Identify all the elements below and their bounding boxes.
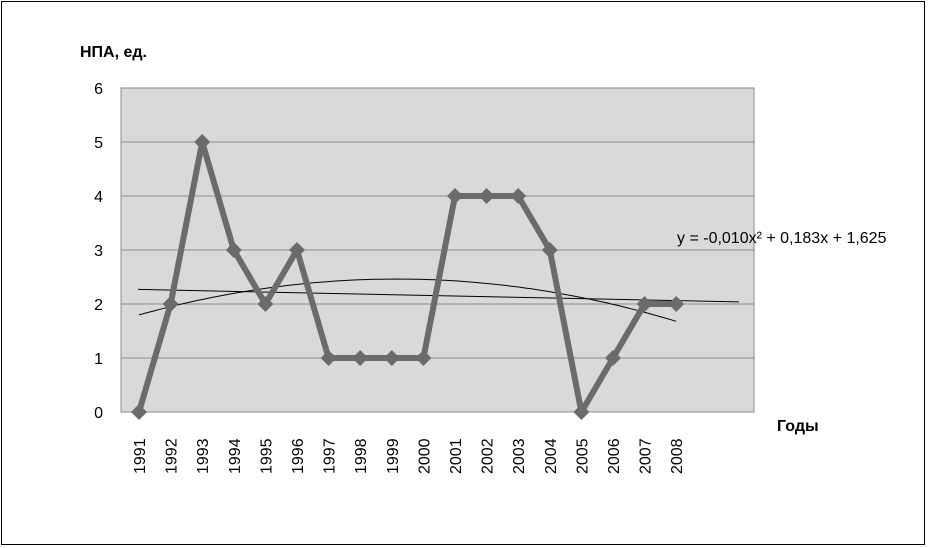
x-tick-labels: 1991 1992 1993 1994 1995 1996 1997 1998 1999 2000…	[132, 438, 686, 474]
x-tick-1994: 1994	[227, 438, 244, 474]
series-line	[131, 134, 685, 420]
x-tick-2000: 2000	[416, 438, 433, 474]
x-tick-2003: 2003	[511, 438, 528, 474]
x-tick-1992: 1992	[164, 438, 181, 474]
x-tick-1993: 1993	[195, 438, 212, 474]
point-1998	[352, 350, 369, 366]
point-1997	[320, 350, 337, 366]
x-tick-2006: 2006	[606, 438, 623, 474]
y-tick-labels: 0 1 2 3 4 5 6	[94, 81, 103, 422]
x-tick-2005: 2005	[574, 438, 591, 474]
y-tick-4: 4	[94, 189, 103, 206]
point-1999	[383, 350, 400, 366]
y-tick-5: 5	[94, 135, 103, 152]
x-tick-2008: 2008	[669, 438, 686, 474]
point-1991	[131, 404, 147, 420]
polynomial-trendline	[138, 278, 677, 322]
point-2005	[573, 404, 590, 420]
point-1995	[257, 296, 274, 312]
x-tick-1997: 1997	[322, 438, 339, 474]
x-tick-2001: 2001	[448, 438, 465, 474]
x-tick-1996: 1996	[290, 438, 307, 474]
y-tick-3: 3	[94, 243, 103, 260]
trendline-equation: y = -0,010x² + 0,183x + 1,625	[677, 230, 887, 247]
point-2003	[510, 188, 527, 204]
x-tick-2007: 2007	[638, 438, 655, 474]
point-2002	[478, 188, 495, 204]
y-axis-label: НПА, ед.	[80, 44, 147, 61]
y-tick-6: 6	[94, 81, 103, 98]
x-tick-1991: 1991	[132, 438, 149, 474]
y-tick-2: 2	[94, 297, 103, 314]
x-tick-1998: 1998	[353, 438, 370, 474]
point-2004	[541, 242, 558, 258]
point-1992	[162, 296, 179, 312]
x-tick-2004: 2004	[543, 438, 560, 474]
point-2001	[447, 188, 463, 204]
y-tick-0: 0	[94, 405, 103, 422]
point-1993	[194, 134, 211, 150]
series-0-line	[136, 139, 677, 415]
point-1994	[225, 242, 242, 258]
point-1996	[289, 242, 305, 258]
point-2007	[636, 296, 653, 312]
y-tick-1: 1	[94, 351, 103, 368]
point-2008	[668, 296, 685, 312]
point-2000	[415, 350, 432, 366]
x-tick-2002: 2002	[480, 438, 497, 474]
x-axis-label: Годы	[777, 418, 819, 435]
x-tick-1995: 1995	[258, 438, 275, 474]
x-tick-1999: 1999	[385, 438, 402, 474]
point-2006	[605, 350, 621, 366]
